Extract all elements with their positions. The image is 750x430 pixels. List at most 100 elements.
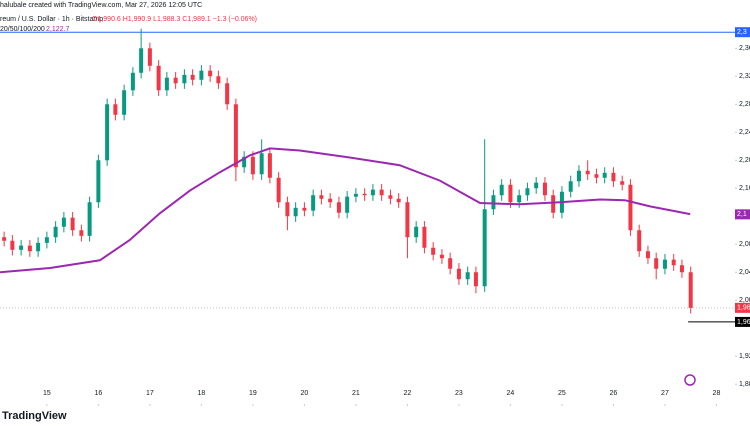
credit: halubale created with TradingView.com, M… bbox=[0, 2, 202, 9]
candle-body bbox=[164, 77, 169, 91]
candle-body bbox=[2, 237, 7, 241]
candle-body bbox=[70, 217, 75, 231]
candle-body bbox=[654, 258, 659, 269]
candle-body bbox=[319, 195, 324, 199]
candle-body bbox=[130, 72, 135, 91]
candle-body bbox=[225, 83, 230, 105]
candle-body bbox=[190, 74, 195, 80]
candle-body bbox=[620, 181, 625, 185]
candle-body bbox=[44, 237, 49, 243]
branding: TradingView bbox=[2, 410, 67, 422]
icon bbox=[684, 374, 696, 386]
candle-body bbox=[173, 77, 178, 84]
x-tick-label: 25 bbox=[558, 390, 566, 397]
candle-body bbox=[594, 174, 599, 178]
candle-body bbox=[276, 177, 281, 203]
candle-body bbox=[362, 193, 367, 196]
x-tick-label: 26 bbox=[610, 390, 618, 397]
candle-body bbox=[568, 181, 573, 192]
candle-body bbox=[216, 76, 221, 84]
x-tick-label: 28 bbox=[713, 390, 721, 397]
candle-body bbox=[534, 182, 539, 189]
candle-body bbox=[96, 160, 101, 203]
candle-body bbox=[267, 153, 272, 178]
candle-body bbox=[679, 265, 684, 273]
x-tick-label: 22 bbox=[404, 390, 412, 397]
candle-body bbox=[585, 170, 590, 175]
candle-body bbox=[396, 198, 401, 203]
ma-value: 2,122.7 bbox=[46, 26, 69, 33]
candle-body bbox=[388, 195, 393, 199]
candle-body bbox=[465, 272, 470, 280]
candle-body bbox=[233, 104, 238, 168]
candle-body bbox=[79, 230, 84, 236]
price-label: 2,1 bbox=[737, 211, 747, 218]
candle-body bbox=[336, 202, 341, 213]
candle-body bbox=[53, 226, 58, 238]
candle-body bbox=[19, 245, 24, 250]
candle-body bbox=[422, 226, 427, 248]
candle-body bbox=[456, 268, 461, 280]
candle-body bbox=[353, 193, 358, 197]
x-tick-label: 24 bbox=[507, 390, 515, 397]
candle-body bbox=[637, 230, 642, 252]
candle-body bbox=[379, 189, 384, 196]
candle-body bbox=[405, 202, 410, 238]
candle-body bbox=[122, 90, 127, 115]
x-tick-label: 21 bbox=[352, 390, 360, 397]
candle-body bbox=[439, 254, 444, 259]
candle-body bbox=[27, 245, 32, 252]
candle-body bbox=[293, 207, 298, 217]
candle-body bbox=[576, 170, 581, 182]
candle-body bbox=[499, 184, 504, 196]
x-tick-label: 15 bbox=[43, 390, 51, 397]
candle-body bbox=[285, 202, 290, 217]
x-tick-label: 20 bbox=[301, 390, 309, 397]
candle-body bbox=[250, 156, 255, 175]
y-tick-label: 2,08 bbox=[739, 241, 750, 248]
candle-body bbox=[113, 104, 118, 115]
candle-body bbox=[431, 247, 436, 255]
price-label: 1,96 bbox=[737, 319, 750, 326]
symbol: reum / U.S. Dollar · 1h · Bitstamp bbox=[0, 16, 103, 23]
price-label-box bbox=[735, 316, 750, 327]
candle-body bbox=[328, 198, 333, 203]
x-tick-label: 27 bbox=[661, 390, 669, 397]
candle-body bbox=[147, 48, 152, 66]
x-tick-label: 19 bbox=[249, 390, 257, 397]
y-tick-label: 1,92 bbox=[739, 353, 750, 360]
candle-body bbox=[602, 172, 607, 178]
candle-body bbox=[87, 202, 92, 236]
candle-body bbox=[551, 195, 556, 213]
price-label-box bbox=[735, 302, 750, 313]
candle-body bbox=[139, 48, 144, 73]
y-tick-label: 2,28 bbox=[739, 101, 750, 108]
candle-body bbox=[628, 184, 633, 231]
price-label-box bbox=[735, 209, 750, 220]
candle-body bbox=[491, 195, 496, 210]
price-label: 1,98 bbox=[737, 305, 750, 312]
candle-body bbox=[311, 195, 316, 211]
y-tick-label: 2,16 bbox=[739, 185, 750, 192]
y-tick-label: 2,04 bbox=[739, 269, 750, 276]
candle-body bbox=[61, 217, 66, 227]
candle-body bbox=[10, 240, 15, 250]
candle-body bbox=[36, 242, 41, 252]
y-tick-label: 2,24 bbox=[739, 129, 750, 136]
candle-body bbox=[688, 272, 693, 308]
candle-body bbox=[482, 209, 487, 287]
candle-body bbox=[208, 70, 213, 77]
x-tick-label: 16 bbox=[94, 390, 102, 397]
x-tick-label: 18 bbox=[197, 390, 205, 397]
y-tick-label: 2,20 bbox=[739, 157, 750, 164]
candle-body bbox=[517, 195, 522, 203]
candle-body bbox=[611, 172, 616, 182]
candle-body bbox=[259, 153, 264, 175]
candle-body bbox=[156, 65, 161, 91]
candle-body bbox=[448, 258, 453, 269]
price-label-box bbox=[735, 27, 750, 38]
candle-body bbox=[345, 196, 350, 213]
y-tick-label: 2,32 bbox=[739, 73, 750, 80]
candle-body bbox=[525, 188, 530, 196]
